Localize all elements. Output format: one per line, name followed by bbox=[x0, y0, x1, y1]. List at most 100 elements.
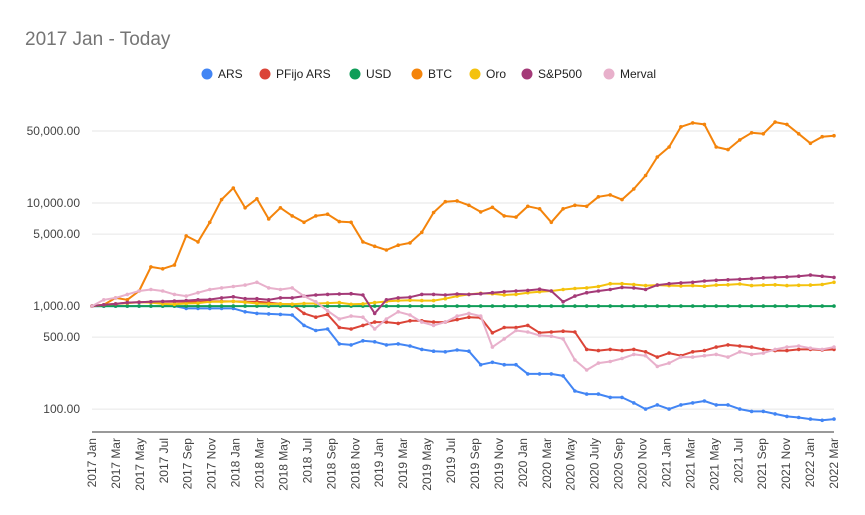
legend-marker bbox=[411, 68, 423, 80]
data-point bbox=[455, 304, 459, 308]
data-point bbox=[632, 401, 636, 405]
data-point bbox=[384, 343, 389, 347]
data-point bbox=[302, 304, 306, 308]
data-point bbox=[349, 291, 353, 296]
data-point bbox=[290, 313, 295, 317]
data-point bbox=[526, 330, 530, 334]
data-point bbox=[255, 296, 259, 301]
x-tick-label: 2021 Sep bbox=[755, 438, 769, 490]
data-point bbox=[714, 345, 718, 349]
data-point bbox=[632, 282, 636, 287]
data-point bbox=[455, 317, 459, 322]
data-point bbox=[361, 315, 365, 320]
data-point bbox=[290, 302, 295, 307]
data-point bbox=[573, 358, 577, 362]
gridlines bbox=[92, 130, 834, 410]
data-point bbox=[726, 355, 730, 359]
data-point bbox=[596, 348, 601, 353]
legend-marker bbox=[521, 68, 533, 80]
data-point bbox=[526, 304, 530, 308]
data-point bbox=[467, 203, 471, 208]
data-point bbox=[785, 414, 789, 419]
x-tick-label: 2019 Mar bbox=[396, 438, 410, 489]
data-point bbox=[761, 347, 766, 352]
data-point bbox=[384, 317, 389, 321]
data-point bbox=[314, 300, 318, 304]
series-ars bbox=[90, 304, 836, 423]
data-point bbox=[102, 298, 106, 302]
series-btc bbox=[90, 120, 836, 308]
data-point bbox=[620, 281, 624, 286]
legend-label: ARS bbox=[218, 67, 243, 81]
x-tick-label: 2021 Jan bbox=[659, 438, 673, 487]
data-point bbox=[278, 206, 283, 210]
data-point bbox=[337, 300, 342, 305]
data-point bbox=[573, 330, 577, 334]
x-tick-label: 2017 Jul bbox=[157, 438, 171, 483]
series-line bbox=[91, 281, 835, 371]
data-point bbox=[137, 289, 141, 293]
y-tick-label: 500.00 bbox=[43, 330, 80, 344]
data-point bbox=[372, 304, 377, 308]
data-point bbox=[620, 348, 624, 353]
data-point bbox=[490, 290, 495, 295]
data-point bbox=[643, 287, 648, 292]
data-point bbox=[372, 311, 377, 316]
legend-label: Merval bbox=[620, 67, 656, 81]
data-point bbox=[490, 345, 495, 349]
legend-label: Oro bbox=[486, 67, 506, 81]
data-point bbox=[702, 348, 707, 353]
data-point bbox=[773, 283, 777, 287]
data-point bbox=[325, 327, 330, 331]
data-point bbox=[455, 199, 459, 203]
data-point bbox=[726, 304, 730, 308]
data-point bbox=[702, 122, 707, 127]
data-point bbox=[761, 351, 766, 355]
data-point bbox=[761, 409, 766, 414]
data-point bbox=[408, 344, 412, 348]
data-point bbox=[125, 304, 130, 308]
data-point bbox=[549, 304, 554, 308]
data-point bbox=[160, 267, 165, 271]
x-tick-label: 2017 Sep bbox=[181, 438, 195, 490]
data-point bbox=[184, 234, 188, 238]
x-tick-label: 2022 Mar bbox=[827, 438, 841, 489]
data-point bbox=[514, 362, 518, 367]
data-point bbox=[325, 312, 330, 317]
data-point bbox=[796, 283, 801, 288]
data-point bbox=[349, 327, 353, 331]
data-point bbox=[573, 294, 577, 298]
data-point bbox=[796, 132, 801, 136]
x-tick-label: 2018 May bbox=[276, 438, 290, 491]
data-point bbox=[608, 395, 612, 400]
data-point bbox=[502, 325, 507, 330]
data-point bbox=[561, 207, 565, 211]
data-point bbox=[266, 302, 271, 306]
data-point bbox=[726, 147, 730, 152]
x-tick-label: 2017 Jan bbox=[85, 438, 99, 487]
data-point bbox=[573, 304, 577, 308]
data-point bbox=[632, 304, 636, 308]
data-point bbox=[643, 173, 648, 178]
data-point bbox=[172, 302, 177, 307]
data-point bbox=[125, 298, 130, 302]
data-point bbox=[537, 331, 542, 335]
data-point bbox=[184, 294, 188, 298]
data-point bbox=[573, 389, 577, 393]
x-tick-label: 2017 Mar bbox=[109, 438, 123, 489]
x-tick-label: 2020 Jan bbox=[516, 438, 530, 487]
data-point bbox=[679, 403, 683, 407]
data-point bbox=[325, 309, 330, 313]
data-point bbox=[396, 298, 401, 303]
data-point bbox=[478, 362, 483, 367]
data-point bbox=[714, 283, 718, 287]
data-point bbox=[208, 287, 212, 292]
data-point bbox=[596, 304, 601, 308]
data-point bbox=[537, 289, 542, 294]
series-group bbox=[90, 120, 836, 423]
data-point bbox=[702, 284, 707, 289]
data-point bbox=[667, 351, 671, 355]
data-point bbox=[726, 343, 730, 347]
data-point bbox=[549, 289, 554, 293]
data-point bbox=[302, 311, 306, 316]
